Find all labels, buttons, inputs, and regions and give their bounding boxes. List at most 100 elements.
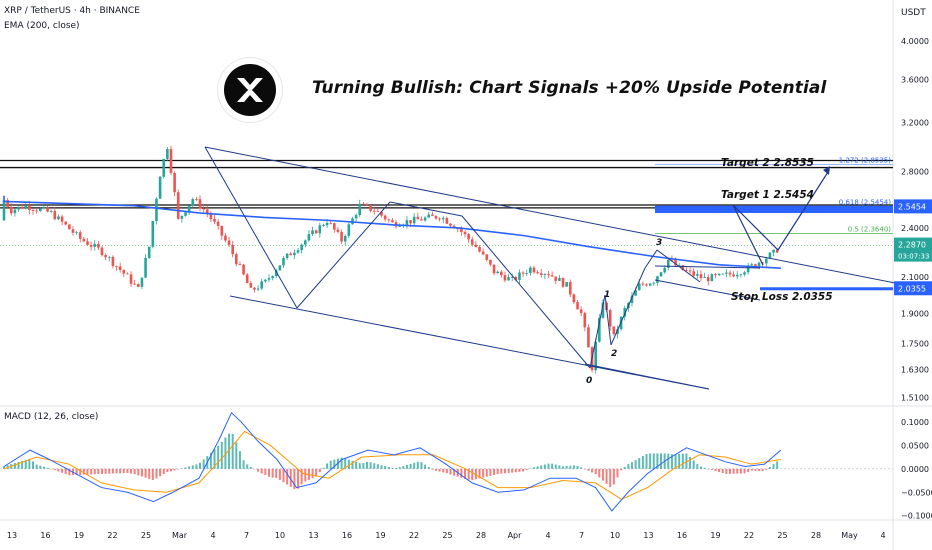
trendline[interactable] — [389, 201, 463, 217]
trendline[interactable] — [229, 295, 710, 390]
macd-histogram-bar — [729, 468, 731, 474]
candle-body — [278, 265, 282, 271]
trendline[interactable] — [584, 363, 710, 390]
candle-body — [510, 276, 514, 278]
candle-body — [634, 290, 637, 296]
candle-body — [587, 327, 590, 348]
candle-body — [42, 207, 46, 209]
candle-body — [674, 260, 677, 266]
candle-body — [198, 199, 202, 209]
candle-body — [158, 176, 162, 199]
time-tick-label: 13 — [308, 531, 318, 540]
macd-histogram-bar — [224, 437, 227, 469]
macd-histogram-bar — [656, 453, 659, 469]
candle-body — [89, 244, 93, 247]
macd-histogram-bar — [420, 462, 423, 469]
candle-body — [293, 252, 296, 256]
candle-body — [20, 206, 24, 209]
candle-body — [706, 277, 710, 282]
candle-body — [318, 225, 322, 234]
candle-body — [129, 274, 133, 284]
macd-histogram-bar — [402, 466, 405, 469]
trendline[interactable] — [604, 294, 612, 346]
candle-body — [191, 199, 195, 206]
trendline[interactable] — [204, 146, 896, 284]
candle-body — [195, 199, 198, 200]
macd-histogram-bar — [761, 468, 764, 472]
macd-histogram-bar — [434, 468, 437, 471]
macd-histogram-bar — [169, 468, 172, 472]
macd-histogram-bar — [260, 468, 263, 474]
trendline[interactable] — [204, 146, 298, 309]
candle-body — [184, 212, 187, 216]
macd-histogram-bar — [376, 464, 379, 469]
macd-histogram-bar — [696, 464, 699, 469]
trendline[interactable] — [654, 279, 761, 301]
macd-histogram-bar — [431, 468, 434, 470]
trendline[interactable] — [461, 215, 591, 369]
trendline[interactable] — [296, 201, 391, 309]
candle-body — [507, 277, 510, 281]
trendline[interactable] — [610, 267, 646, 346]
candle-body — [155, 198, 158, 221]
candle-body — [431, 214, 434, 216]
macd-histogram-bar — [678, 453, 681, 469]
macd-histogram-bar — [209, 452, 212, 469]
current-price-badge — [894, 237, 932, 262]
wave-label-2: 2 — [611, 349, 617, 359]
candle-body — [703, 277, 706, 279]
trendline[interactable] — [644, 249, 658, 269]
candle-body — [405, 220, 409, 225]
macd-histogram-bar — [380, 465, 383, 469]
macd-histogram-bar — [202, 459, 205, 469]
candle-body — [97, 243, 100, 248]
candle-body — [663, 267, 666, 273]
macd-histogram-bar — [151, 468, 154, 480]
macd-histogram-bar — [591, 468, 594, 473]
macd-histogram-bar — [39, 465, 42, 469]
projection-path[interactable] — [732, 171, 829, 266]
macd-histogram-bar — [580, 467, 583, 469]
candle-body — [489, 259, 492, 265]
macd-histogram-bar — [46, 467, 49, 469]
candle-body — [220, 225, 224, 236]
stop-loss-line[interactable] — [760, 287, 893, 291]
candle-body — [311, 230, 314, 235]
macd-histogram-bar — [13, 463, 16, 469]
wave-label-0: 0 — [586, 376, 592, 386]
macd-histogram-bar — [503, 468, 506, 474]
macd-histogram-bar — [710, 468, 713, 470]
candle-body — [274, 270, 278, 277]
macd-histogram-bar — [238, 451, 241, 469]
macd-histogram-bar — [86, 468, 89, 475]
macd-histogram-bar — [601, 468, 604, 481]
trendline[interactable] — [654, 265, 761, 269]
candle-body — [416, 216, 420, 220]
macd-histogram-bar — [373, 463, 376, 469]
candle-body — [612, 326, 616, 335]
macd-histogram-bar — [35, 464, 38, 469]
macd-histogram-bar — [620, 468, 623, 471]
time-tick-label: 28 — [811, 531, 821, 540]
macd-histogram-bar — [529, 468, 532, 469]
macd-histogram-bar — [511, 468, 514, 473]
candle-body — [322, 225, 325, 227]
candle-body — [235, 254, 238, 265]
time-tick-label: 25 — [442, 531, 452, 540]
candle-body — [282, 258, 285, 266]
candle-body — [572, 294, 576, 303]
candle-body — [521, 272, 525, 274]
macd-histogram-bar — [137, 468, 140, 476]
candle-body — [151, 220, 155, 247]
macd-histogram-bar — [554, 464, 557, 469]
macd-histogram-bar — [460, 468, 463, 478]
macd-indicator-label: MACD (12, 26, close) — [4, 412, 99, 422]
candle-body — [503, 275, 507, 281]
price-tick-label: 2.4000 — [901, 224, 929, 233]
macd-histogram-bar — [133, 468, 136, 475]
macd-histogram-bar — [177, 468, 180, 470]
candle-body — [616, 329, 619, 335]
candle-body — [249, 283, 253, 288]
trendline[interactable] — [589, 294, 606, 369]
